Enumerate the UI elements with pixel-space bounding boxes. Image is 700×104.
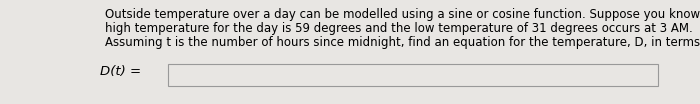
Text: D(t) =: D(t) = [100, 66, 141, 79]
Text: Outside temperature over a day can be modelled using a sine or cosine function. : Outside temperature over a day can be mo… [105, 8, 700, 21]
Text: Assuming t is the number of hours since midnight, find an equation for the tempe: Assuming t is the number of hours since … [105, 36, 700, 49]
FancyBboxPatch shape [168, 64, 658, 86]
Text: high temperature for the day is 59 degrees and the low temperature of 31 degrees: high temperature for the day is 59 degre… [105, 22, 693, 35]
